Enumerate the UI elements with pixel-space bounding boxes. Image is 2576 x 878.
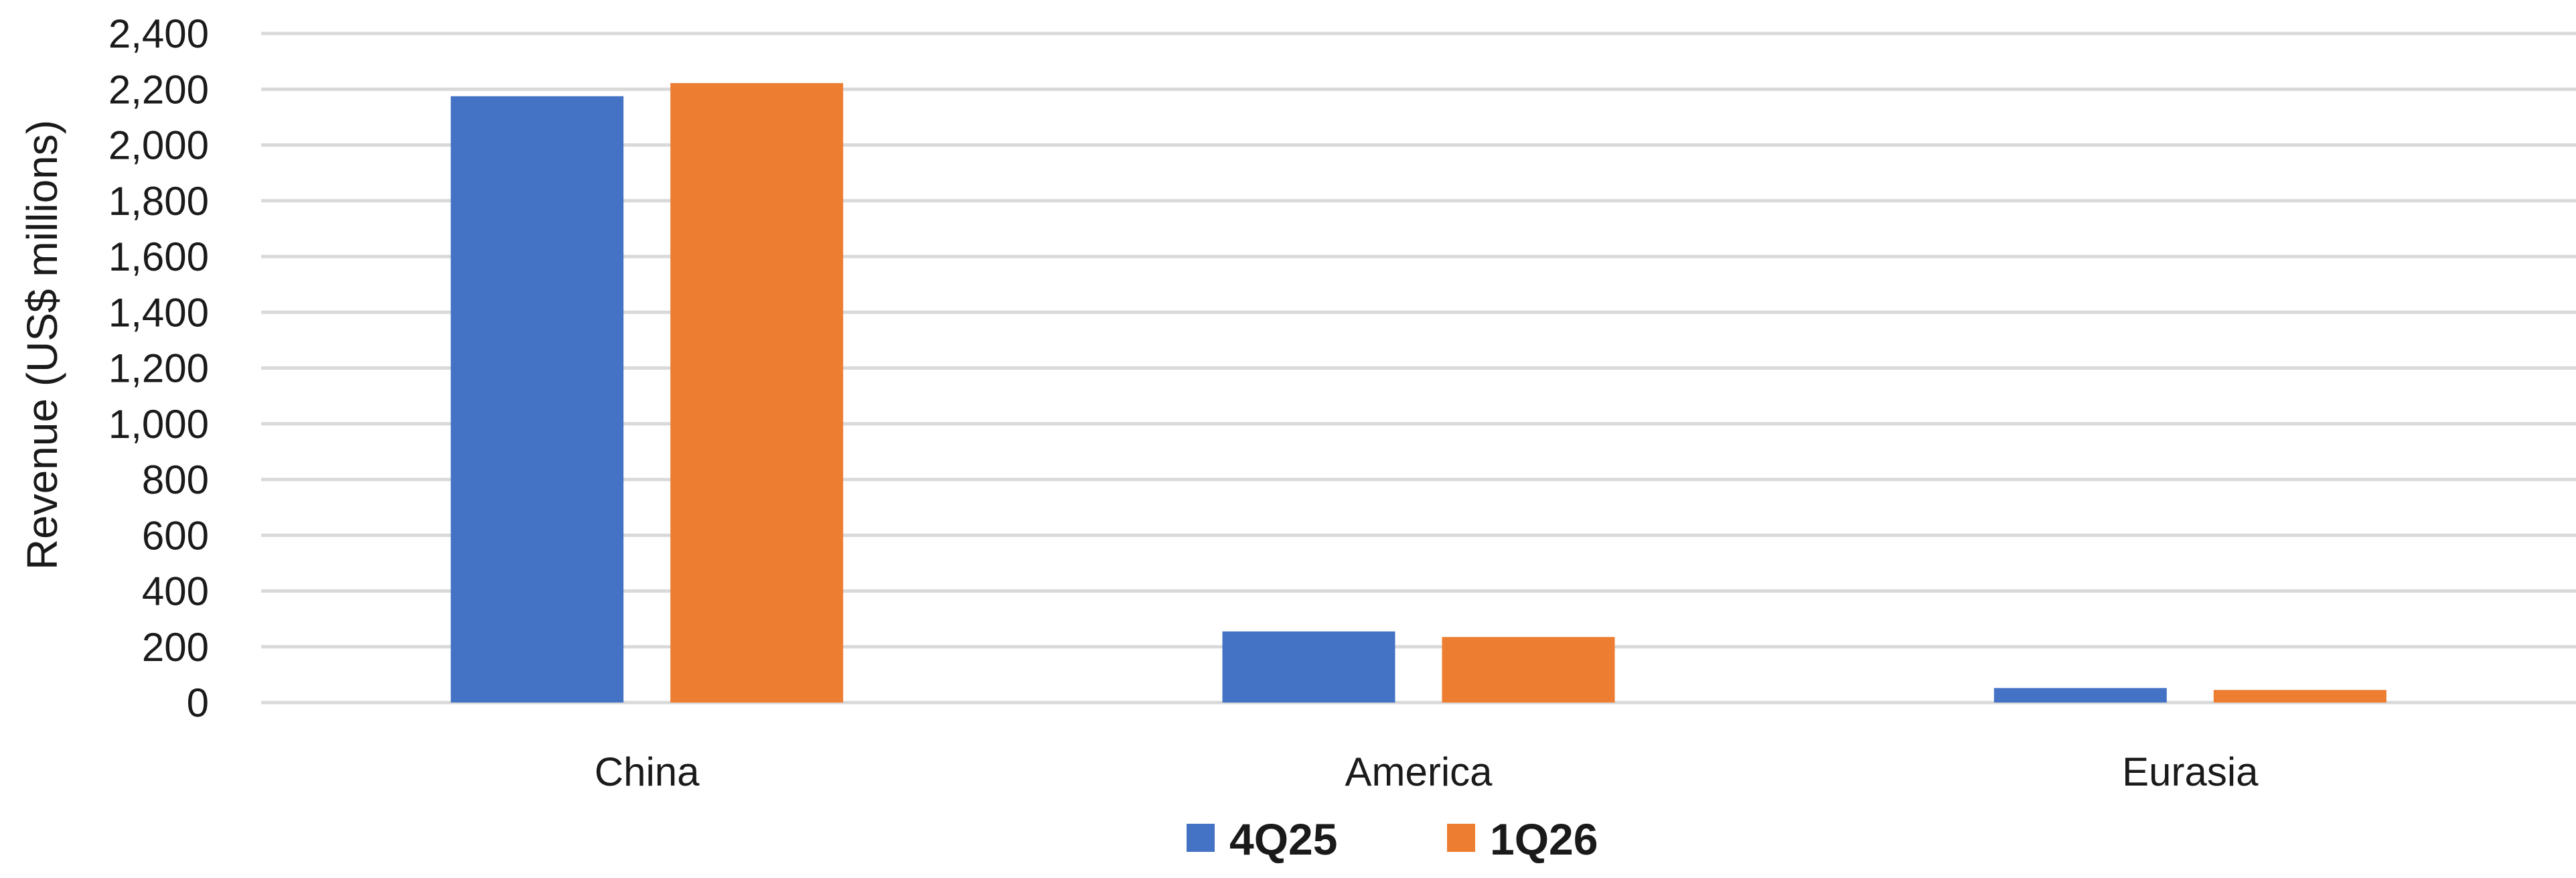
y-tick-label: 1,200 bbox=[108, 346, 209, 391]
bar-4q25-eurasia bbox=[1993, 688, 2167, 703]
y-axis-title: Revenue (US$ millions) bbox=[18, 120, 66, 570]
legend: 4Q25 1Q26 bbox=[1187, 814, 1598, 864]
y-tick-label: 200 bbox=[142, 625, 209, 670]
bar-4q25-china bbox=[451, 96, 624, 703]
y-tick-label: 2,200 bbox=[108, 67, 209, 112]
legend-swatch-4q25 bbox=[1187, 824, 1215, 852]
y-tick-label: 2,400 bbox=[108, 11, 209, 56]
legend-swatch-1q26 bbox=[1447, 824, 1475, 852]
y-tick-label: 2,000 bbox=[108, 123, 209, 168]
legend-label-4q25: 4Q25 bbox=[1229, 814, 1337, 864]
bar-1q26-america bbox=[1442, 637, 1615, 703]
y-tick-label: 600 bbox=[142, 513, 209, 558]
y-tick-label: 1,000 bbox=[108, 402, 209, 447]
y-tick-label: 1,400 bbox=[108, 290, 209, 335]
y-tick-label: 0 bbox=[187, 680, 209, 725]
y-tick-label: 400 bbox=[142, 569, 209, 614]
x-tick-label: China bbox=[595, 749, 700, 794]
y-tick-label: 1,800 bbox=[108, 179, 209, 224]
y-tick-label: 800 bbox=[142, 457, 209, 502]
legend-label-1q26: 1Q26 bbox=[1490, 814, 1598, 864]
bars bbox=[451, 83, 2386, 703]
x-axis-ticks: China America Eurasia bbox=[595, 749, 2259, 794]
y-tick-label: 1,600 bbox=[108, 234, 209, 279]
gridlines bbox=[261, 31, 2576, 705]
bar-4q25-america bbox=[1222, 631, 1395, 703]
bar-1q26-china bbox=[670, 83, 844, 703]
x-tick-label: America bbox=[1345, 749, 1493, 794]
y-axis-ticks: 0 200 400 600 800 1,000 1,200 1,400 1,600 1,800 2,… bbox=[108, 11, 209, 725]
x-tick-label: Eurasia bbox=[2122, 749, 2259, 794]
bar-1q26-eurasia bbox=[2213, 690, 2386, 703]
